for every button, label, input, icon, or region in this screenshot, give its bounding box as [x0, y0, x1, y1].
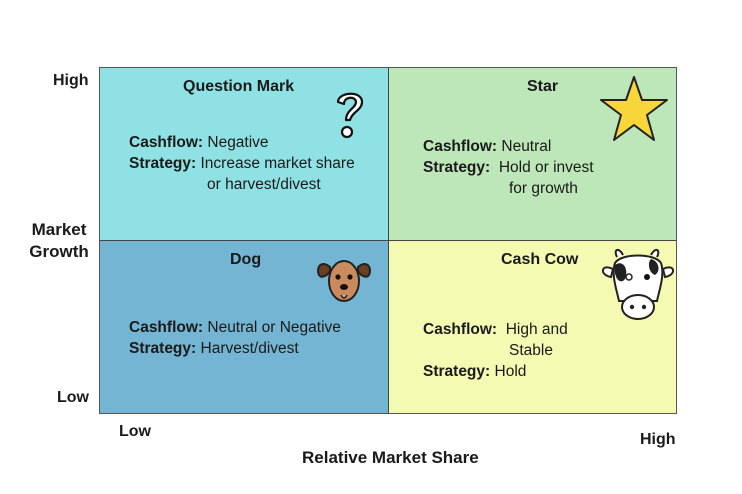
- strategy-value-line1: Hold or invest: [498, 159, 594, 176]
- cashflow-label: Cashflow:: [129, 319, 204, 336]
- dog-icon: [317, 260, 371, 302]
- cashflow-value: Neutral: [501, 138, 552, 155]
- y-axis-title: Market Growth: [22, 219, 96, 263]
- strategy-label: Strategy:: [129, 340, 197, 357]
- quadrant-body: Cashflow: Negative Strategy: Increase ma…: [129, 132, 355, 195]
- quadrant-title: Star: [527, 78, 559, 95]
- y-axis-title-line1: Market: [31, 220, 87, 239]
- strategy-value-line1: Increase market share: [200, 155, 355, 172]
- y-axis-low-label: Low: [57, 389, 89, 406]
- quadrant-body: Cashflow: High and Stable Strategy: Hold: [423, 319, 568, 382]
- strategy-value-line2: or harvest/divest: [207, 176, 321, 193]
- strategy-value: Harvest/divest: [200, 340, 299, 357]
- strategy-label: Strategy:: [129, 155, 197, 172]
- cashflow-value-line1: High and: [505, 321, 568, 338]
- quadrant-title: Dog: [230, 251, 262, 268]
- strategy-value-line2: for growth: [509, 180, 578, 197]
- cow-icon: [602, 249, 674, 320]
- y-axis-title-line2: Growth: [29, 242, 89, 261]
- quadrant-question-mark: Question Mark Cashflow: Negative Strateg…: [100, 68, 389, 241]
- quadrant-title: Cash Cow: [501, 251, 579, 268]
- star-icon: [600, 76, 668, 141]
- x-axis-high-label: High: [640, 431, 676, 448]
- cashflow-value: Neutral or Negative: [207, 319, 341, 336]
- cashflow-value-line2: Stable: [509, 342, 553, 359]
- question-mark-icon: [336, 92, 364, 139]
- quadrant-body: Cashflow: Neutral or Negative Strategy: …: [129, 317, 341, 359]
- bcg-matrix: Question Mark Cashflow: Negative Strateg…: [99, 67, 677, 414]
- quadrant-star: Star Cashflow: Neutral Strategy: Hold or…: [389, 68, 676, 241]
- strategy-label: Strategy:: [423, 159, 491, 176]
- cashflow-value: Negative: [207, 134, 269, 151]
- y-axis-high-label: High: [53, 72, 89, 89]
- quadrant-cash-cow: Cash Cow Cashflow: High and Stable Strat…: [389, 241, 676, 413]
- strategy-label: Strategy:: [423, 363, 491, 380]
- quadrant-title: Question Mark: [183, 78, 295, 95]
- cashflow-label: Cashflow:: [129, 134, 204, 151]
- cashflow-label: Cashflow:: [423, 321, 498, 338]
- quadrant-dog: Dog Cashflow: Neutral or Negative Strate…: [100, 241, 389, 413]
- quadrant-body: Cashflow: Neutral Strategy: Hold or inve…: [423, 136, 594, 199]
- strategy-value: Hold: [494, 363, 527, 380]
- x-axis-low-label: Low: [119, 423, 151, 440]
- x-axis-title: Relative Market Share: [302, 448, 479, 467]
- cashflow-label: Cashflow:: [423, 138, 498, 155]
